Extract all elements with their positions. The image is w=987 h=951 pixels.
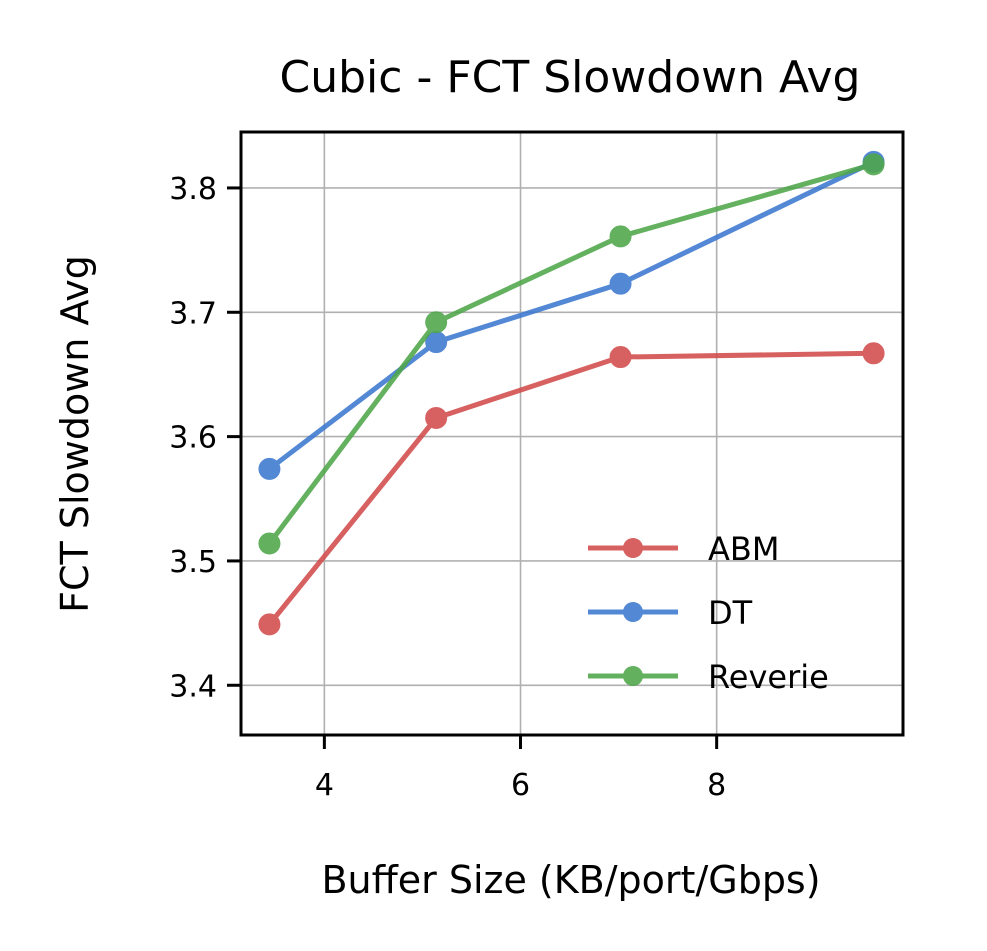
data-point-reverie [425, 311, 448, 334]
series-line-reverie [266, 161, 877, 547]
axis-ticks: 4 6 8 3.4 3.5 3.6 3.7 3.8 [169, 172, 726, 803]
legend-label-dt: DT [708, 594, 753, 632]
x-axis-label: Buffer Size (KB/port/Gbps) [321, 858, 820, 902]
x-tick-label: 4 [315, 768, 334, 803]
data-point-reverie [862, 153, 885, 176]
legend-label-abm: ABM [708, 530, 779, 568]
data-point-reverie [609, 225, 632, 248]
series-layer [258, 150, 885, 636]
y-tick-label: 3.4 [169, 669, 217, 704]
data-point-abm [425, 406, 448, 429]
data-point-abm [609, 346, 632, 369]
chart-title: Cubic - FCT Slowdown Avg [280, 52, 861, 103]
data-point-abm [258, 613, 281, 636]
legend-marker-reverie [623, 666, 643, 686]
series-line-dt [266, 159, 877, 472]
y-tick-label: 3.7 [169, 296, 217, 331]
legend-item-abm [588, 538, 678, 558]
data-point-reverie [258, 532, 281, 555]
series-reverie [258, 153, 885, 555]
data-point-dt [258, 457, 281, 480]
data-point-dt [609, 272, 632, 295]
legend: ABM DT Reverie [588, 530, 829, 696]
grid [241, 132, 903, 735]
legend-marker-dt [623, 602, 643, 622]
y-tick-label: 3.8 [169, 172, 217, 207]
plot-frame [239, 130, 905, 737]
y-tick-label: 3.5 [169, 545, 217, 580]
legend-item-reverie [588, 666, 678, 686]
series-line-abm [266, 350, 877, 627]
series-abm [258, 342, 885, 636]
x-tick-label: 6 [511, 768, 530, 803]
legend-marker-abm [623, 538, 643, 558]
legend-label-reverie: Reverie [708, 658, 829, 696]
y-tick-label: 3.6 [169, 421, 217, 456]
series-dt [258, 150, 885, 480]
data-point-abm [862, 342, 885, 365]
legend-item-dt [588, 602, 678, 622]
x-tick-label: 8 [707, 768, 726, 803]
y-axis-label: FCT Slowdown Avg [53, 255, 97, 613]
